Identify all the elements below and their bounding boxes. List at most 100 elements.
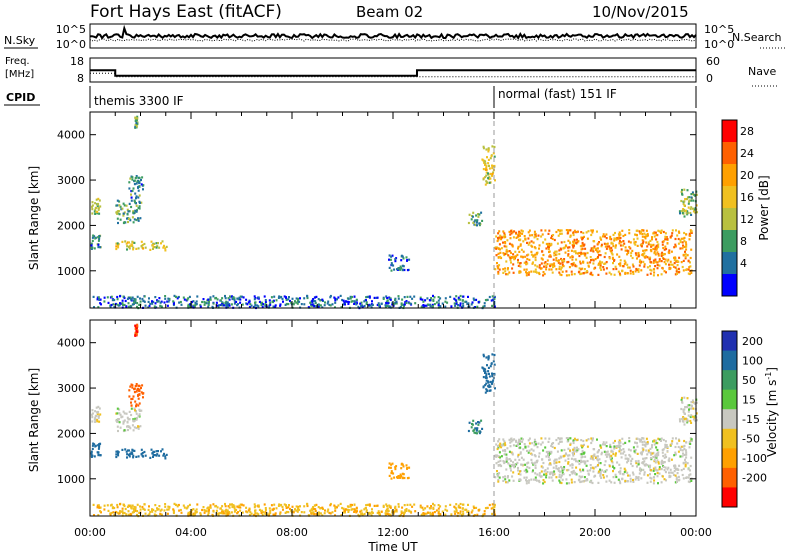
velocity-cell <box>517 453 520 456</box>
velocity-cell <box>401 506 404 509</box>
velocity-cell <box>306 503 309 506</box>
velocity-cell <box>581 451 584 454</box>
power-cell <box>96 210 99 214</box>
power-cell <box>317 298 320 301</box>
power-cell <box>138 185 141 188</box>
power-cell <box>603 242 606 245</box>
velocity-cell <box>552 472 555 475</box>
velocity-cell <box>541 458 544 461</box>
velocity-cell <box>504 450 507 453</box>
velocity-cell <box>519 451 522 454</box>
power-cell <box>530 250 533 253</box>
velocity-cell <box>541 466 544 469</box>
velocity-cell <box>538 472 541 475</box>
velocity-cell <box>485 382 488 385</box>
velocity-cell <box>132 419 135 422</box>
velocity-cell <box>487 370 490 373</box>
velocity-cell <box>596 438 598 441</box>
velocity-cell <box>303 511 306 514</box>
velocity-cell <box>278 503 281 506</box>
power-cell <box>467 221 470 225</box>
velocity-cell <box>486 389 489 392</box>
velocity-cell <box>528 442 531 445</box>
power-cell <box>634 243 637 246</box>
velocity-cell <box>159 509 162 512</box>
power-cell <box>695 211 698 214</box>
power-cell <box>306 295 309 298</box>
power-cell <box>457 298 460 301</box>
power-cell <box>530 270 533 273</box>
velocity-cell <box>590 467 592 470</box>
velocity-cell <box>249 511 252 514</box>
velocity-cell <box>641 450 644 453</box>
power-cell <box>98 212 101 215</box>
velocity-cell <box>292 511 295 514</box>
velocity-cell <box>140 448 143 451</box>
power-cell <box>384 305 387 308</box>
velocity-cell <box>311 507 314 511</box>
velocity-cell <box>531 453 534 456</box>
velocity-cell <box>597 464 599 467</box>
velocity-cell <box>217 512 220 515</box>
freq-label-line1: Freq. <box>5 56 30 67</box>
power-scatter-cells <box>90 115 698 310</box>
velocity-cell <box>297 506 300 509</box>
power-cell <box>97 207 100 210</box>
power-cell <box>560 232 563 235</box>
velocity-cell <box>611 457 613 460</box>
x-tick-label: 08:00 <box>276 526 308 539</box>
velocity-cell <box>324 509 326 512</box>
power-cell <box>188 305 191 308</box>
velocity-cell <box>158 454 161 457</box>
power-cell <box>329 294 332 298</box>
power-cell <box>613 273 616 276</box>
power-cell <box>504 242 507 245</box>
power-cell <box>365 301 368 304</box>
velocity-cell <box>100 511 102 514</box>
power-cell <box>619 259 622 262</box>
velocity-cell <box>128 449 130 452</box>
velocity-cell <box>382 505 385 508</box>
velocity-cell <box>121 507 124 510</box>
velocity-cell <box>571 466 574 469</box>
velocity-cell <box>642 437 645 440</box>
power-cell <box>134 300 137 303</box>
velocity-cell <box>532 469 534 472</box>
power-cell <box>519 238 522 241</box>
velocity-cell <box>628 474 631 477</box>
power-cell <box>548 250 550 254</box>
velocity-cell <box>572 454 575 457</box>
velocity-cell <box>122 410 125 413</box>
power-cell <box>136 295 139 298</box>
power-cell <box>605 233 608 236</box>
velocity-cell <box>166 512 169 515</box>
power-cell <box>496 262 498 265</box>
velocity-cell <box>116 418 119 421</box>
power-cell <box>147 306 150 309</box>
velocity-cell <box>503 441 506 444</box>
power-cell <box>133 199 136 202</box>
power-cell <box>592 262 595 265</box>
power-cell <box>680 261 683 264</box>
power-cell <box>675 229 677 232</box>
power-cell <box>124 240 127 243</box>
power-cell <box>535 235 538 238</box>
velocity-cell <box>508 479 511 482</box>
power-cell <box>484 163 486 166</box>
velocity-cell <box>641 440 644 444</box>
power-cell <box>642 260 645 263</box>
power-cell <box>143 242 146 246</box>
power-cell <box>487 162 490 165</box>
power-cell <box>560 259 563 262</box>
power-cell <box>151 243 154 247</box>
velocity-cell <box>584 455 587 458</box>
power-cell <box>160 300 163 303</box>
velocity-cell <box>557 467 560 470</box>
power-cell <box>140 240 143 243</box>
velocity-cell <box>694 419 697 422</box>
velocity-cell <box>118 412 121 415</box>
power-cell <box>555 230 558 234</box>
power-cell <box>580 253 582 256</box>
power-cell <box>491 164 494 168</box>
power-cell <box>521 230 524 233</box>
